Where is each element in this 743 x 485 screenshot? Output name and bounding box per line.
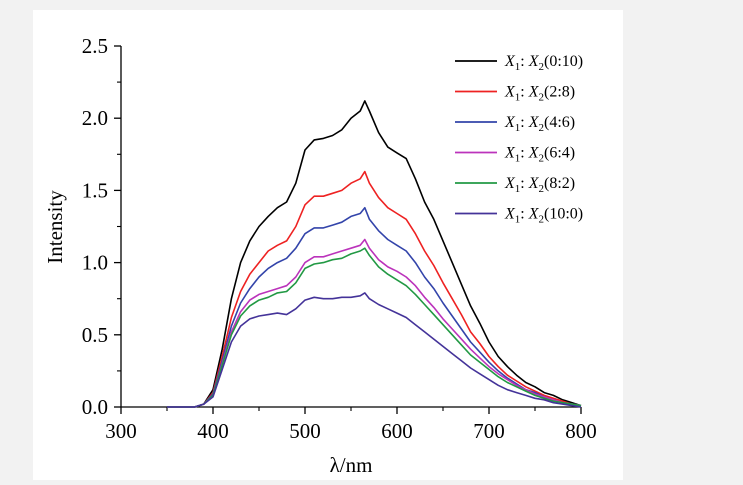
chart-panel <box>33 10 623 480</box>
legend-text-part: 1 <box>515 153 521 165</box>
series-line-2 <box>167 170 582 408</box>
series-line-3 <box>167 206 582 408</box>
legend-text-part: (6:4) <box>544 145 575 162</box>
legend-text-part: 2 <box>539 122 545 134</box>
y-tick-label: 2.0 <box>82 106 108 130</box>
legend: X1: X2(0:10)X1: X2(2:8)X1: X2(4:6)X1: X2… <box>455 53 583 226</box>
legend-text-part: 1 <box>515 183 521 195</box>
legend-text-part: 1 <box>515 61 521 73</box>
legend-text-part: : <box>520 53 528 70</box>
legend-text-part: 2 <box>539 61 545 73</box>
legend-entry-3: X1: X2(4:6) <box>504 114 575 134</box>
legend-text-part: 1 <box>515 92 521 104</box>
legend-text-part: : <box>520 145 528 162</box>
legend-text-part: X <box>528 206 540 223</box>
legend-text-part: X <box>504 114 516 131</box>
legend-text-part: (0:10) <box>544 53 583 70</box>
legend-text-part: 1 <box>515 214 521 226</box>
legend-entry-4: X1: X2(6:4) <box>504 145 575 165</box>
x-ticks: 300 400 500 600 700 800 <box>105 407 597 443</box>
legend-entry-6: X1: X2(10:0) <box>504 206 583 226</box>
legend-text-part: X <box>528 114 540 131</box>
legend-text-part: (2:8) <box>544 84 575 101</box>
legend-text-part: 2 <box>539 183 545 195</box>
x-tick-label: 500 <box>289 419 321 443</box>
x-axis-title: λ/nm <box>330 453 373 477</box>
series-line-6 <box>167 292 582 408</box>
legend-text-part: X <box>504 206 516 223</box>
legend-text-part: 2 <box>539 214 545 226</box>
series-line-1 <box>167 100 582 408</box>
legend-text-part: X <box>528 175 540 192</box>
y-tick-label: 2.5 <box>82 34 108 58</box>
legend-text-part: : <box>520 175 528 192</box>
legend-text-part: (8:2) <box>544 175 575 192</box>
legend-text-part: X <box>504 53 516 70</box>
legend-entry-2: X1: X2(2:8) <box>504 84 575 104</box>
series-line-5 <box>167 247 582 408</box>
legend-text-part: 2 <box>539 92 545 104</box>
legend-text-part: (10:0) <box>544 206 583 223</box>
x-tick-label: 800 <box>565 419 597 443</box>
y-tick-label: 1.5 <box>82 178 108 202</box>
legend-text-part: X <box>528 145 540 162</box>
legend-text-part: : <box>520 206 528 223</box>
y-ticks: 0.0 0.5 1.0 1.5 2.0 2.5 <box>82 34 121 419</box>
x-tick-label: 600 <box>381 419 413 443</box>
legend-text-part: : <box>520 84 528 101</box>
x-tick-label: 300 <box>105 419 137 443</box>
legend-text-part: X <box>528 53 540 70</box>
legend-entry-5: X1: X2(8:2) <box>504 175 575 195</box>
y-tick-label: 0.0 <box>82 395 108 419</box>
x-tick-label: 400 <box>197 419 229 443</box>
x-tick-label: 700 <box>473 419 505 443</box>
legend-text-part: X <box>504 175 516 192</box>
legend-text-part: 1 <box>515 122 521 134</box>
legend-text-part: 2 <box>539 153 545 165</box>
legend-text-part: (4:6) <box>544 114 575 131</box>
legend-text-part: X <box>528 84 540 101</box>
y-axis-title: Intensity <box>43 190 67 264</box>
legend-text-part: X <box>504 145 516 162</box>
legend-text-part: : <box>520 114 528 131</box>
series-line-4 <box>167 238 582 408</box>
legend-entry-1: X1: X2(0:10) <box>504 53 583 73</box>
y-tick-label: 0.5 <box>82 323 108 347</box>
y-tick-label: 1.0 <box>82 251 108 275</box>
series-lines <box>167 100 582 408</box>
legend-text-part: X <box>504 84 516 101</box>
